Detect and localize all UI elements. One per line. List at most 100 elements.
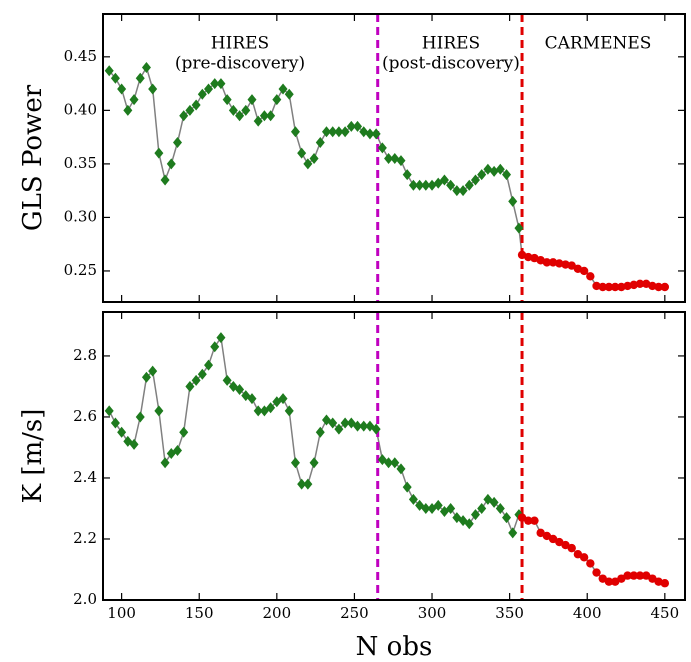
data-point	[548, 258, 558, 267]
data-point	[642, 571, 651, 580]
data-point	[253, 405, 263, 417]
data-point	[598, 282, 607, 292]
data-point	[303, 478, 313, 490]
data-point	[204, 83, 214, 95]
data-point	[542, 258, 552, 267]
data-point	[502, 169, 512, 181]
data-point	[408, 493, 418, 505]
data-point	[514, 222, 524, 234]
data-point	[421, 179, 431, 191]
data-point	[555, 537, 564, 547]
data-point	[117, 426, 127, 438]
data-point	[141, 371, 151, 383]
data-point	[247, 393, 257, 405]
data-point	[561, 260, 570, 269]
data-point	[390, 457, 400, 469]
annotation: CARMENES	[545, 34, 652, 54]
data-point	[135, 72, 145, 84]
data-point	[579, 266, 589, 276]
data-point	[235, 110, 245, 122]
data-point	[530, 516, 539, 525]
data-point	[470, 174, 480, 186]
data-point	[635, 279, 645, 288]
data-point	[353, 120, 363, 132]
data-point	[309, 457, 319, 469]
x-tick-label: 200	[263, 604, 292, 622]
data-point	[160, 174, 170, 186]
data-point	[495, 163, 505, 175]
y-tick-label: 2.0	[73, 590, 97, 608]
data-point	[222, 374, 232, 386]
data-point	[598, 574, 607, 583]
data-point	[228, 104, 238, 116]
data-point	[384, 153, 394, 165]
x-tick-label: 100	[107, 604, 136, 622]
data-point	[586, 559, 595, 568]
data-point	[573, 550, 583, 559]
data-point	[197, 368, 207, 380]
data-point	[266, 402, 276, 414]
data-point	[567, 261, 576, 270]
data-point	[141, 62, 151, 74]
data-point	[185, 104, 195, 116]
data-point	[567, 543, 576, 553]
data-point	[241, 104, 251, 116]
data-point	[253, 115, 263, 127]
x-tick-label: 350	[495, 604, 524, 622]
data-point	[172, 136, 182, 148]
annotation: HIRES	[422, 34, 480, 54]
data-point	[247, 94, 257, 106]
annotation: (post-discovery)	[382, 54, 520, 74]
data-point	[477, 502, 487, 514]
data-point	[592, 281, 601, 291]
data-point	[278, 393, 288, 405]
data-point	[617, 282, 626, 292]
data-point	[321, 126, 331, 138]
annotation: (pre-discovery)	[175, 54, 305, 74]
data-point	[415, 179, 425, 191]
data-point	[222, 94, 232, 106]
data-point	[117, 83, 127, 95]
data-point	[623, 571, 632, 580]
data-point	[489, 496, 499, 508]
data-point	[129, 94, 139, 106]
data-point	[660, 579, 670, 588]
y-axis-label: K [m/s]	[18, 409, 48, 504]
data-point	[536, 528, 545, 538]
data-point	[524, 252, 533, 262]
data-point	[446, 502, 456, 514]
data-point	[548, 534, 558, 544]
data-point	[104, 65, 114, 77]
data-point	[648, 574, 657, 583]
data-point	[508, 527, 518, 539]
data-point	[495, 502, 505, 514]
data-point	[216, 78, 226, 90]
data-point	[284, 405, 294, 417]
data-point	[396, 155, 406, 167]
series-line	[108, 65, 520, 229]
data-point	[340, 417, 350, 429]
data-point	[135, 411, 145, 423]
y-axis-label: GLS Power	[18, 84, 48, 231]
data-point	[172, 445, 182, 457]
plot-frame	[102, 13, 686, 303]
x-axis-label: N obs	[356, 632, 433, 662]
data-point	[579, 553, 589, 562]
data-point	[235, 383, 245, 395]
data-point	[592, 568, 601, 577]
data-point	[477, 169, 487, 181]
y-tick-label: 0.25	[64, 261, 97, 279]
data-point	[648, 281, 657, 291]
data-point	[517, 513, 527, 522]
data-point	[524, 516, 533, 525]
data-point	[508, 195, 518, 207]
data-point	[328, 417, 338, 429]
x-tick-label: 150	[185, 604, 214, 622]
data-point	[617, 574, 626, 583]
data-point	[191, 99, 201, 111]
data-point	[179, 426, 189, 438]
y-tick-label: 2.8	[73, 346, 97, 364]
data-point	[290, 126, 300, 138]
data-point	[340, 126, 350, 138]
